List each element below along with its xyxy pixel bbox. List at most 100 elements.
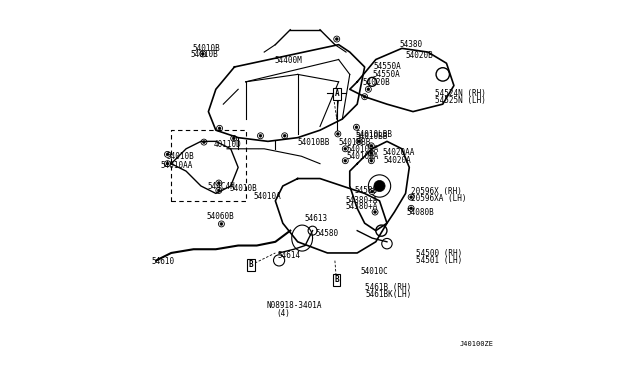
Text: 54010BA: 54010BA xyxy=(346,145,378,154)
Text: 54010B: 54010B xyxy=(192,44,220,53)
Circle shape xyxy=(218,182,220,185)
Circle shape xyxy=(410,207,413,210)
Text: N08918-3401A: N08918-3401A xyxy=(266,301,321,310)
Text: 54080B: 54080B xyxy=(406,208,434,217)
Text: 54010BB: 54010BB xyxy=(339,138,371,147)
Circle shape xyxy=(344,147,347,150)
Circle shape xyxy=(164,161,170,167)
Circle shape xyxy=(363,95,366,98)
Text: 54580: 54580 xyxy=(316,229,339,238)
Circle shape xyxy=(216,187,222,193)
Circle shape xyxy=(259,134,262,137)
Circle shape xyxy=(200,51,206,57)
Circle shape xyxy=(257,133,264,139)
Circle shape xyxy=(231,135,237,141)
Circle shape xyxy=(408,194,414,200)
Text: 54010BB: 54010BB xyxy=(355,132,388,141)
Text: 20596X (RH): 20596X (RH) xyxy=(411,187,462,196)
Circle shape xyxy=(367,88,370,91)
Circle shape xyxy=(335,131,341,137)
Circle shape xyxy=(374,180,385,192)
Circle shape xyxy=(372,209,378,215)
Circle shape xyxy=(369,189,375,195)
Text: A: A xyxy=(335,89,339,98)
Circle shape xyxy=(342,158,348,164)
Text: 54400M: 54400M xyxy=(275,56,302,65)
Circle shape xyxy=(370,159,373,162)
Text: 54010C: 54010C xyxy=(361,267,388,276)
Text: 544C4N: 544C4N xyxy=(207,182,236,191)
Text: 54614: 54614 xyxy=(278,251,301,260)
Circle shape xyxy=(362,94,367,100)
Text: 54010AA: 54010AA xyxy=(160,161,193,170)
Circle shape xyxy=(369,150,374,156)
Text: 54020B: 54020B xyxy=(406,51,433,60)
Circle shape xyxy=(220,222,223,225)
Text: 54010B: 54010B xyxy=(167,152,195,161)
Circle shape xyxy=(370,152,373,155)
Circle shape xyxy=(282,133,287,139)
Circle shape xyxy=(337,132,339,135)
Circle shape xyxy=(164,151,170,157)
Circle shape xyxy=(408,205,414,211)
Text: 54010LBB: 54010LBB xyxy=(355,130,392,139)
Text: J40100ZE: J40100ZE xyxy=(460,341,493,347)
Circle shape xyxy=(334,92,340,98)
Circle shape xyxy=(232,137,235,140)
Text: 54010B: 54010B xyxy=(191,50,218,59)
Text: 54010BB: 54010BB xyxy=(298,138,330,147)
Text: 54010A: 54010A xyxy=(253,192,281,201)
Circle shape xyxy=(201,139,207,145)
Text: 40110D: 40110D xyxy=(214,140,242,149)
Text: B: B xyxy=(249,260,253,269)
Text: B: B xyxy=(334,275,339,284)
Circle shape xyxy=(344,159,347,162)
Circle shape xyxy=(370,144,373,147)
Text: 54550A: 54550A xyxy=(374,62,402,71)
Text: 20596XA (LH): 20596XA (LH) xyxy=(411,194,467,203)
Circle shape xyxy=(356,138,362,144)
Circle shape xyxy=(218,221,225,227)
Text: 54060B: 54060B xyxy=(207,212,234,221)
Circle shape xyxy=(216,125,223,131)
Text: 54010BA: 54010BA xyxy=(346,153,378,161)
Text: 54380: 54380 xyxy=(400,40,423,49)
Circle shape xyxy=(218,189,220,192)
Text: 54588: 54588 xyxy=(355,186,378,195)
Text: 5461B (RH): 5461B (RH) xyxy=(365,283,412,292)
Text: 54380+A: 54380+A xyxy=(346,202,378,211)
Circle shape xyxy=(218,127,221,130)
Circle shape xyxy=(334,36,340,42)
Circle shape xyxy=(202,52,204,55)
Circle shape xyxy=(369,158,374,164)
Text: 54020A: 54020A xyxy=(383,156,411,165)
Circle shape xyxy=(410,196,413,199)
Circle shape xyxy=(355,126,358,129)
Circle shape xyxy=(166,153,169,156)
Text: 5461BK(LH): 5461BK(LH) xyxy=(365,290,412,299)
Circle shape xyxy=(365,86,371,92)
Text: 54380+A: 54380+A xyxy=(346,196,378,205)
Circle shape xyxy=(371,190,374,193)
Circle shape xyxy=(374,211,376,214)
Text: 54010B: 54010B xyxy=(230,185,258,193)
Text: 54525N (LH): 54525N (LH) xyxy=(435,96,486,105)
Circle shape xyxy=(166,162,169,165)
Circle shape xyxy=(202,141,205,144)
Text: 54610: 54610 xyxy=(152,257,175,266)
Circle shape xyxy=(335,93,338,96)
Circle shape xyxy=(283,134,286,137)
Circle shape xyxy=(369,143,374,149)
Circle shape xyxy=(342,146,348,152)
Text: (4): (4) xyxy=(276,309,290,318)
Text: 54501 (LH): 54501 (LH) xyxy=(415,256,462,265)
Text: 54500 (RH): 54500 (RH) xyxy=(415,249,462,258)
Text: 54524N (RH): 54524N (RH) xyxy=(435,89,486,98)
Text: 54020AA: 54020AA xyxy=(383,148,415,157)
Text: 54020B: 54020B xyxy=(363,78,390,87)
Circle shape xyxy=(358,140,360,143)
Text: 54550A: 54550A xyxy=(372,70,400,79)
Circle shape xyxy=(353,124,360,130)
Circle shape xyxy=(335,38,338,41)
Text: 54613: 54613 xyxy=(305,214,328,223)
